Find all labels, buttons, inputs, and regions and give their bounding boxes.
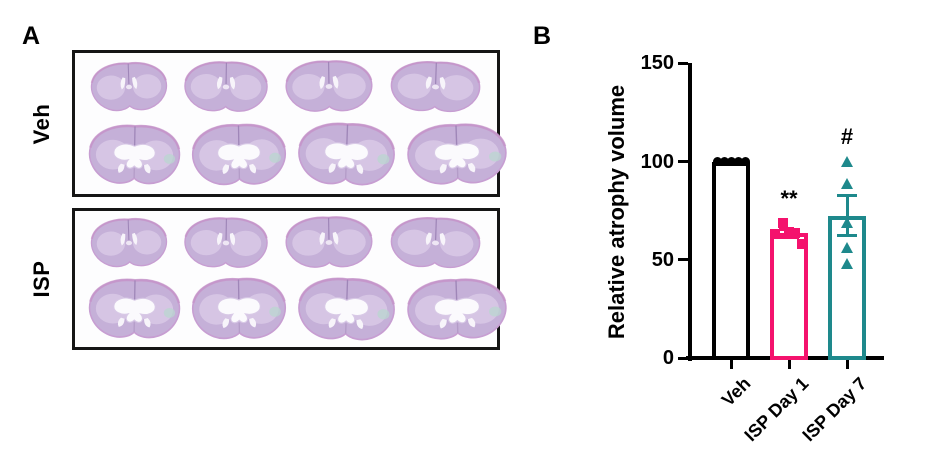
data-point-square (790, 228, 800, 239)
data-point-triangle (840, 178, 853, 190)
brain-section (292, 275, 401, 344)
y-axis-tick (678, 61, 688, 65)
brain-section-image (191, 123, 286, 185)
brain-section-image (390, 60, 480, 112)
data-point-triangle (840, 155, 853, 167)
group-label-veh: Veh (29, 103, 54, 144)
brain-section-image (407, 123, 507, 185)
y-tick-label: 50 (651, 248, 674, 271)
brain-section-image (184, 216, 268, 268)
group-label-isp: ISP (29, 260, 54, 298)
y-axis-tick (678, 160, 688, 163)
brain-section (86, 216, 172, 270)
brain-section-image (407, 278, 507, 340)
data-point-square (770, 229, 780, 240)
y-axis-line (688, 63, 692, 361)
brain-section (179, 59, 273, 115)
brain-section-image (390, 216, 480, 268)
panel-b-label: B (533, 22, 552, 50)
data-point-circle (719, 157, 729, 166)
data-point-triangle (840, 257, 853, 269)
brain-section-row (75, 120, 507, 189)
significance-annotation: ** (780, 185, 798, 211)
data-point-triangle (840, 217, 853, 229)
brain-section-image (88, 278, 181, 339)
brain-section-image (298, 122, 395, 186)
data-point-triangle (840, 241, 853, 253)
data-point-circle (733, 157, 743, 166)
data-point-circle (726, 157, 736, 166)
brain-section-image (91, 61, 168, 111)
brain-section-image (191, 277, 286, 340)
y-tick-label: 0 (662, 347, 674, 369)
brain-section (385, 215, 486, 271)
brain-section (186, 121, 292, 189)
brain-section-row (75, 58, 497, 115)
brain-section (280, 214, 378, 271)
y-axis-title: Relative atrophy volume (604, 84, 629, 340)
error-bar-cap (837, 234, 857, 238)
brain-section-row (75, 275, 507, 344)
data-point-square (797, 239, 807, 250)
brain-section (83, 276, 186, 342)
brain-section (280, 58, 378, 115)
data-point-circle (740, 157, 750, 166)
brain-section-image (184, 60, 268, 112)
brain-section-image (88, 124, 181, 184)
error-bar-cap (779, 235, 799, 239)
brain-section-image (285, 216, 373, 269)
brain-section (179, 215, 273, 271)
brain-section-image (91, 217, 168, 268)
brain-section (86, 60, 172, 114)
data-point-square (778, 218, 788, 229)
y-axis-tick (678, 356, 688, 360)
brain-section (292, 120, 401, 189)
brain-section (186, 275, 292, 343)
histology-box-isp (72, 208, 507, 350)
x-axis-tick (729, 360, 733, 369)
brain-section-image (298, 277, 395, 341)
data-point-circle (712, 157, 722, 166)
bar-veh (712, 161, 750, 360)
brain-section-image (285, 60, 373, 112)
bar-isp-day-1 (770, 233, 808, 360)
y-tick-label: 150 (640, 52, 674, 75)
brain-section-row (75, 214, 497, 271)
y-tick-label: 100 (640, 150, 674, 173)
y-axis-tick (678, 258, 688, 262)
panel-a-label: A (22, 22, 41, 50)
brain-section (385, 59, 486, 115)
brain-section (401, 276, 513, 343)
error-bar-cap (837, 193, 857, 197)
x-axis-tick (845, 360, 849, 369)
histology-box-veh (72, 50, 507, 197)
data-point-square (784, 227, 794, 238)
brain-section (401, 121, 513, 188)
significance-annotation: # (840, 123, 854, 149)
brain-section (83, 122, 186, 188)
x-axis-tick (787, 360, 791, 369)
error-bar-line (845, 195, 849, 236)
